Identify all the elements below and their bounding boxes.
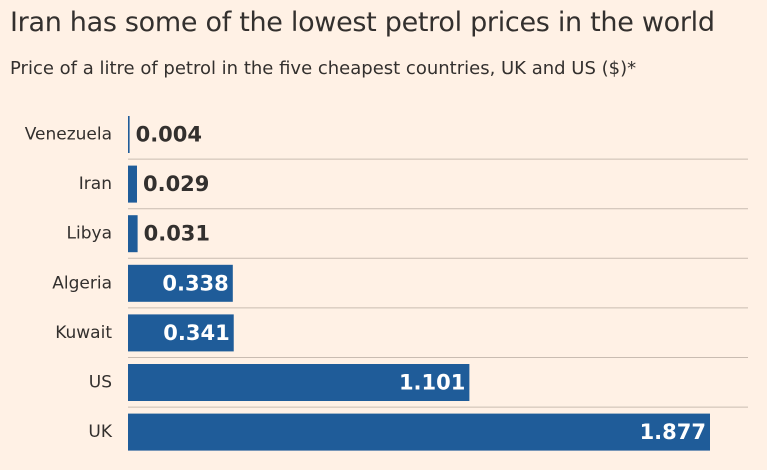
category-label: US bbox=[89, 373, 112, 393]
value-label: 0.031 bbox=[144, 222, 210, 246]
category-label: Libya bbox=[67, 224, 112, 244]
category-label: UK bbox=[88, 422, 112, 442]
bar bbox=[128, 215, 138, 253]
bar bbox=[128, 165, 137, 203]
value-label: 1.101 bbox=[399, 371, 465, 395]
bar bbox=[128, 264, 233, 302]
value-label: 1.877 bbox=[640, 420, 706, 444]
bar bbox=[128, 116, 130, 153]
value-label: 0.004 bbox=[136, 123, 202, 147]
bar bbox=[128, 413, 710, 451]
value-label: 0.029 bbox=[143, 172, 209, 196]
chart-title: Iran has some of the lowest petrol price… bbox=[10, 7, 715, 38]
value-label: 0.338 bbox=[162, 271, 228, 295]
category-label: Kuwait bbox=[55, 323, 112, 343]
chart-subtitle: Price of a litre of petrol in the five c… bbox=[10, 58, 637, 79]
category-label: Algeria bbox=[52, 273, 112, 293]
bar bbox=[128, 364, 470, 401]
bar bbox=[128, 314, 234, 352]
value-label: 0.341 bbox=[163, 321, 229, 345]
category-label: Venezuela bbox=[25, 125, 112, 145]
category-label: Iran bbox=[79, 174, 112, 194]
